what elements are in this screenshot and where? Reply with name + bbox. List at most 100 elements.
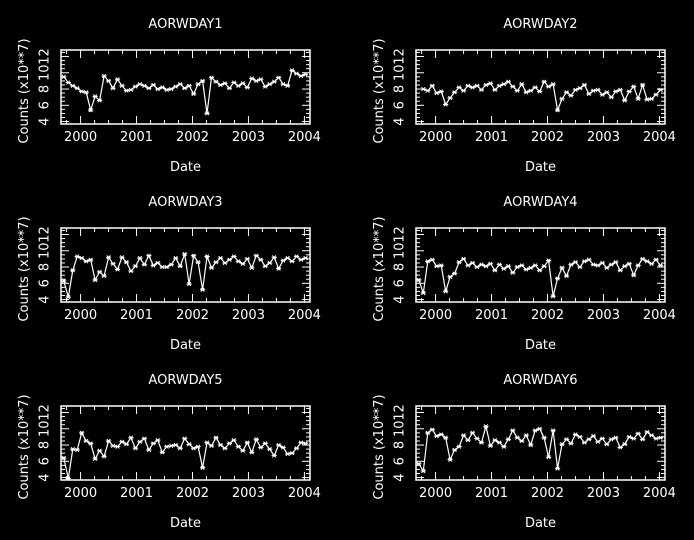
data-point [537, 268, 543, 273]
data-point [595, 439, 601, 444]
data-point [537, 426, 543, 431]
x-tick-label: 2004 [643, 486, 676, 501]
y-tick-label: 12 [393, 226, 408, 243]
data-point [456, 259, 462, 265]
data-point [213, 79, 219, 84]
data-point [258, 77, 264, 82]
data-point [590, 88, 596, 93]
data-point [110, 443, 116, 449]
data-point [137, 81, 143, 87]
data-point [438, 89, 444, 94]
data-point [204, 111, 210, 116]
data-point [483, 424, 489, 429]
plot-frame [415, 405, 666, 481]
data-point [447, 274, 453, 279]
data-point [604, 90, 610, 95]
y-tick-label: 6 [38, 279, 53, 287]
data-point [474, 436, 480, 441]
data-point [452, 447, 458, 453]
data-point [501, 266, 507, 271]
data-point [289, 450, 295, 456]
data-point [599, 436, 605, 441]
data-point [217, 442, 224, 448]
data-point [626, 261, 632, 266]
chart-title: AORWDAY2 [503, 17, 577, 32]
data-point [496, 440, 502, 445]
data-point [83, 259, 89, 264]
data-point [528, 88, 534, 93]
data-point [420, 290, 426, 296]
data-point [213, 259, 219, 265]
data-point [478, 440, 485, 445]
data-point [505, 437, 511, 442]
data-point [293, 446, 300, 451]
data-point [528, 265, 534, 271]
data-point [465, 437, 471, 443]
data-point [425, 259, 431, 264]
y-tick-label: 10 [38, 420, 53, 437]
data-point [262, 264, 268, 269]
data-point [563, 273, 570, 279]
data-point [505, 79, 511, 84]
data-point [469, 260, 476, 266]
data-point [604, 442, 610, 447]
y-tick-label: 10 [38, 242, 53, 259]
data-point [532, 263, 538, 268]
data-point [644, 429, 650, 435]
data-point [293, 71, 300, 76]
data-point [65, 476, 71, 480]
x-tick-label: 2000 [419, 486, 452, 501]
data-point [267, 81, 273, 87]
data-point [546, 258, 552, 263]
data-point [657, 263, 664, 268]
data-point [429, 83, 435, 88]
data-point [572, 87, 579, 93]
data-point [199, 287, 206, 292]
data-point [61, 455, 67, 461]
y-tick-label: 6 [393, 457, 408, 465]
data-point [568, 262, 574, 267]
data-point [244, 440, 250, 445]
data-point [648, 261, 655, 266]
data-point [235, 259, 241, 264]
data-point [617, 268, 623, 273]
data-point [550, 294, 556, 299]
data-point [177, 446, 183, 451]
data-point [572, 259, 579, 265]
y-axis-label: Counts (x10**7) [17, 38, 32, 143]
data-point [191, 446, 197, 451]
data-point [523, 433, 529, 438]
data-point [119, 439, 125, 444]
y-tick-label: 4 [393, 473, 408, 481]
data-point [101, 273, 107, 279]
x-tick-label: 2002 [176, 308, 209, 323]
data-point [92, 456, 98, 462]
data-point [92, 94, 98, 99]
data-point [253, 78, 259, 84]
data-point [173, 442, 179, 448]
x-tick-label: 2004 [288, 486, 321, 501]
data-point [622, 264, 628, 269]
data-point [474, 264, 480, 270]
data-point [240, 81, 246, 86]
data-point [208, 265, 215, 271]
data-point [460, 433, 467, 438]
data-point [298, 440, 304, 445]
data-point [657, 435, 664, 440]
data-point [302, 441, 309, 446]
x-tick-label: 2001 [475, 130, 508, 145]
data-point [155, 437, 161, 443]
data-point [208, 75, 215, 80]
data-point [465, 263, 471, 268]
data-point [429, 257, 435, 262]
data-point [510, 428, 516, 433]
data-point [195, 259, 201, 265]
data-point [559, 265, 565, 271]
y-tick-label: 10 [38, 64, 53, 81]
data-point [83, 438, 89, 444]
data-point [653, 92, 659, 97]
data-point [141, 83, 147, 88]
data-point [88, 257, 94, 262]
data-point [137, 255, 143, 261]
y-tick-label: 6 [393, 101, 408, 109]
